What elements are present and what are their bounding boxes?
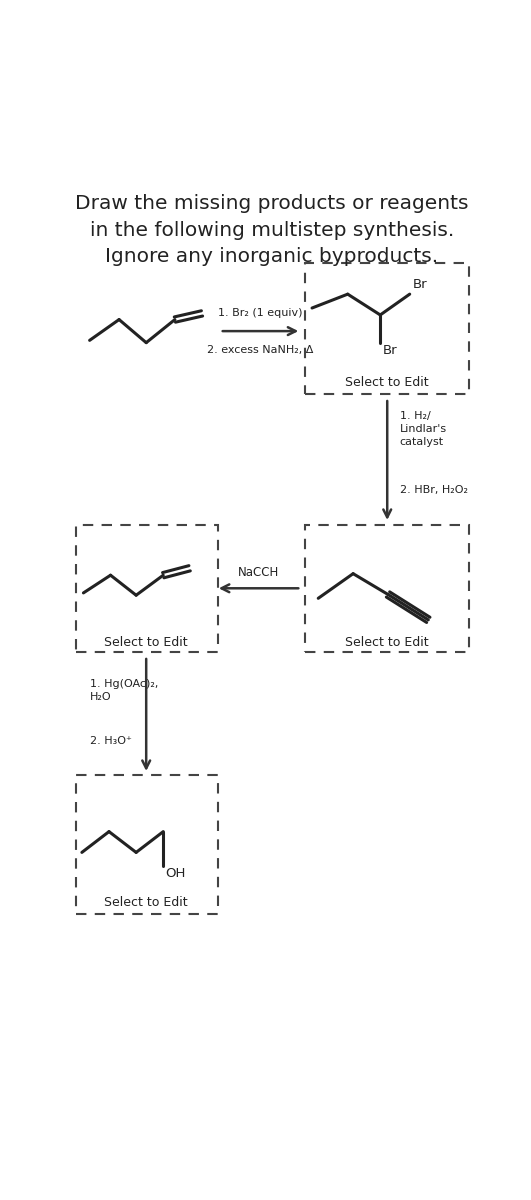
Text: Select to Edit: Select to Edit — [105, 636, 188, 649]
Bar — [76, 775, 218, 914]
Text: 2. excess NaNH₂, Δ: 2. excess NaNH₂, Δ — [207, 346, 313, 355]
Text: NaCCH: NaCCH — [238, 566, 279, 580]
Bar — [305, 526, 469, 653]
Text: 1. Hg(OAc)₂,
H₂O: 1. Hg(OAc)₂, H₂O — [90, 679, 158, 702]
Text: 2. HBr, H₂O₂: 2. HBr, H₂O₂ — [400, 486, 468, 496]
Text: 1. H₂/
Lindlar's
catalyst: 1. H₂/ Lindlar's catalyst — [400, 410, 447, 448]
Text: Br: Br — [382, 344, 397, 356]
Bar — [305, 263, 469, 395]
Text: 1. Br₂ (1 equiv): 1. Br₂ (1 equiv) — [218, 308, 302, 318]
Text: 2. H₃O⁺: 2. H₃O⁺ — [90, 736, 132, 745]
Text: OH: OH — [166, 868, 186, 881]
Text: Select to Edit: Select to Edit — [345, 376, 429, 389]
Text: Br: Br — [413, 278, 427, 292]
Text: Select to Edit: Select to Edit — [105, 896, 188, 908]
Text: Select to Edit: Select to Edit — [345, 636, 429, 649]
Bar — [76, 526, 218, 653]
Text: Draw the missing products or reagents
in the following multistep synthesis.
Igno: Draw the missing products or reagents in… — [75, 194, 468, 266]
